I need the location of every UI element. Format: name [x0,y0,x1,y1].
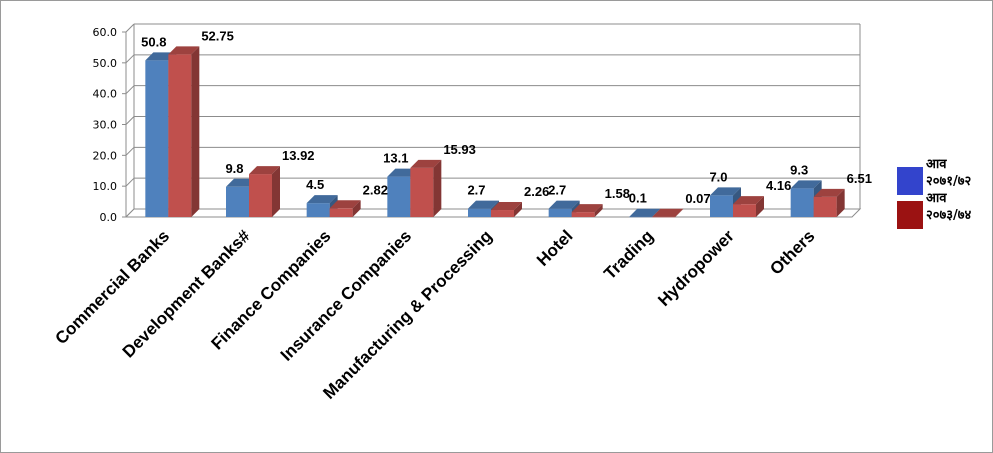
bar-top [710,187,741,196]
bar-top [249,166,280,175]
gridline-depth [125,146,135,156]
category-label: Trading [600,226,657,283]
bar-front [468,208,491,217]
data-label: 2.7 [467,183,485,198]
y-tick-label: 10.0 [93,180,118,193]
bar-front [571,212,595,217]
data-label: 0.07 [685,191,710,206]
bar-top [491,202,522,211]
bar [329,200,361,217]
bar-side [514,202,522,217]
bar [249,166,280,217]
bar-top [813,188,845,197]
bar-top [790,180,822,189]
bar-front [168,54,192,217]
gridline-depth [125,85,135,95]
bar [652,208,684,218]
bar-front [629,216,653,218]
data-label: 9.8 [225,161,243,176]
bar-front [733,204,756,217]
bar-front [813,196,837,217]
data-label: 1.58 [605,186,630,201]
category-label: Insurance Companies [277,226,415,364]
bar-side [191,46,200,217]
data-label: 13.92 [282,148,315,163]
data-label: 52.75 [201,28,234,43]
data-label: 15.93 [443,142,476,157]
bar-side [433,159,442,217]
gridline-depth [125,116,135,125]
data-label: 4.5 [306,177,324,192]
category-label: Manufacturing & Processing [319,226,495,402]
bar-top [306,195,338,204]
bar [571,204,603,217]
bar-front [790,188,814,217]
bar-top [329,200,361,209]
bar [491,202,522,217]
y-tick-label: 0.0 [100,211,118,224]
legend-swatch [897,201,923,229]
bar [733,196,764,217]
bar-front [491,210,514,217]
bar-side [756,196,764,217]
bar-front [226,186,249,217]
bar-front [387,176,411,217]
bar-front [710,195,733,217]
bar-front [329,208,353,217]
legend-swatch [897,167,923,195]
y-tick-label: 20.0 [93,149,118,162]
bar-top [468,200,499,209]
bar-top [571,204,603,213]
bar [410,159,442,217]
bar-side [836,188,845,217]
bar-side [594,204,603,217]
y-tick-label: 40.0 [93,88,118,101]
bar-top [410,159,442,168]
data-label: 2.26 [524,184,549,199]
bar-front [145,60,169,217]
category-label: Hotel [533,226,576,269]
data-label: 13.1 [383,151,408,166]
bar-side [272,166,280,217]
gridline-depth [125,23,135,33]
y-tick-label: 60.0 [93,26,118,39]
bar-top [548,200,580,209]
gridline-depth [125,54,135,64]
data-label: 6.51 [847,171,872,186]
bar-side [675,208,684,217]
bar-side [352,200,361,217]
data-label: 9.3 [790,162,808,177]
bar-top [168,46,200,55]
data-label: 2.7 [548,183,566,198]
bars [145,46,845,218]
data-label: 50.8 [141,34,166,49]
legend-label: आव [926,191,947,206]
data-label: 2.82 [363,182,388,197]
legend-label: २०७१/७२ [926,174,972,189]
category-label: Others [766,226,818,278]
bar-front [410,167,434,217]
bar-front [306,203,330,217]
legend: आव २०७१/७२ आव २०७३/७४ [897,157,972,229]
bar-front [652,216,676,218]
bar [168,46,200,217]
category-label: Hydropower [654,226,738,310]
bar [813,188,845,217]
legend-label: २०७३/७४ [926,208,972,223]
data-label: 7.0 [709,169,727,184]
gridline-depth [125,177,135,187]
bar-top [652,208,684,217]
data-label: 0.1 [629,191,647,206]
y-axis-ticks: 0.0 10.0 20.0 30.0 40.0 50.0 60.0 [93,26,126,224]
bar-top [733,196,764,205]
bar-front [249,174,272,217]
legend-label: आव [926,157,947,172]
y-tick-label: 50.0 [93,57,118,70]
data-label: 4.16 [766,178,791,193]
bar-front [548,208,572,217]
y-tick-label: 30.0 [93,119,118,132]
bar-top [629,208,661,217]
